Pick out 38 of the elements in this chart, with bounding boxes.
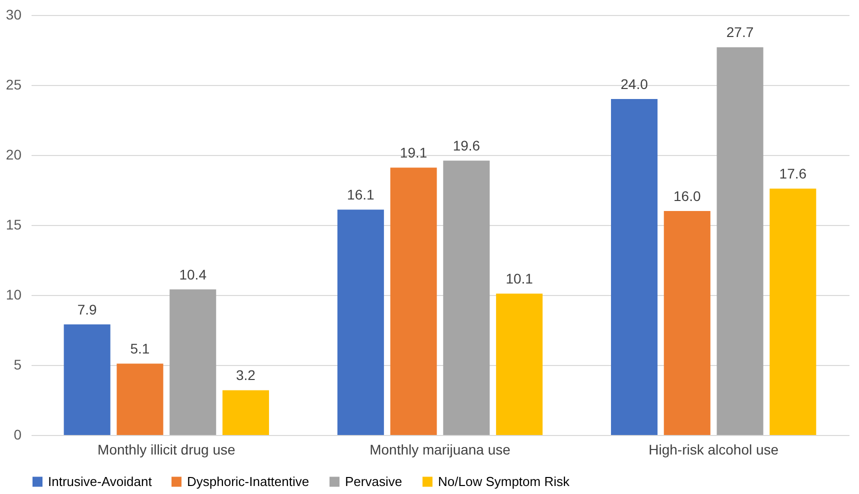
y-tick-label: 15 [6,216,22,232]
bar [170,289,216,435]
y-tick-label: 0 [14,426,22,442]
data-label: 19.6 [452,138,480,154]
legend-label: No/Low Symptom Risk [438,474,570,489]
bar [390,168,437,435]
y-tick-label: 25 [6,76,22,92]
legend-label: Intrusive-Avoidant [48,474,152,489]
data-label: 24.0 [620,76,648,92]
bar [64,324,110,435]
bar [116,364,164,435]
bar [496,294,543,435]
x-tick-label: Monthly illicit drug use [98,442,236,458]
data-label: 19.1 [400,144,428,161]
x-tick-label: High-risk alcohol use [648,442,779,458]
bar [610,99,658,435]
data-label: 5.1 [130,340,150,357]
data-label: 3.2 [236,367,256,384]
y-tick-label: 10 [6,286,22,302]
bar [443,160,490,435]
data-label: 17.6 [779,166,807,182]
data-label: 10.4 [179,266,207,282]
legend-label: Pervasive [345,474,402,489]
bar [716,47,764,435]
y-tick-label: 5 [14,356,22,372]
y-tick-label: 20 [6,146,22,162]
bar [770,188,816,435]
y-tick-label: 30 [6,6,22,22]
data-label: 7.9 [77,301,98,318]
legend-label: Dysphoric-Inattentive [187,474,310,489]
data-label: 16.0 [674,188,701,204]
data-label: 27.7 [726,24,754,40]
bar [222,390,270,435]
bar [664,211,710,435]
bar [337,210,384,435]
data-label: 16.1 [347,186,375,203]
x-tick-label: Monthly marijuana use [370,442,511,458]
data-label: 10.1 [506,270,534,287]
